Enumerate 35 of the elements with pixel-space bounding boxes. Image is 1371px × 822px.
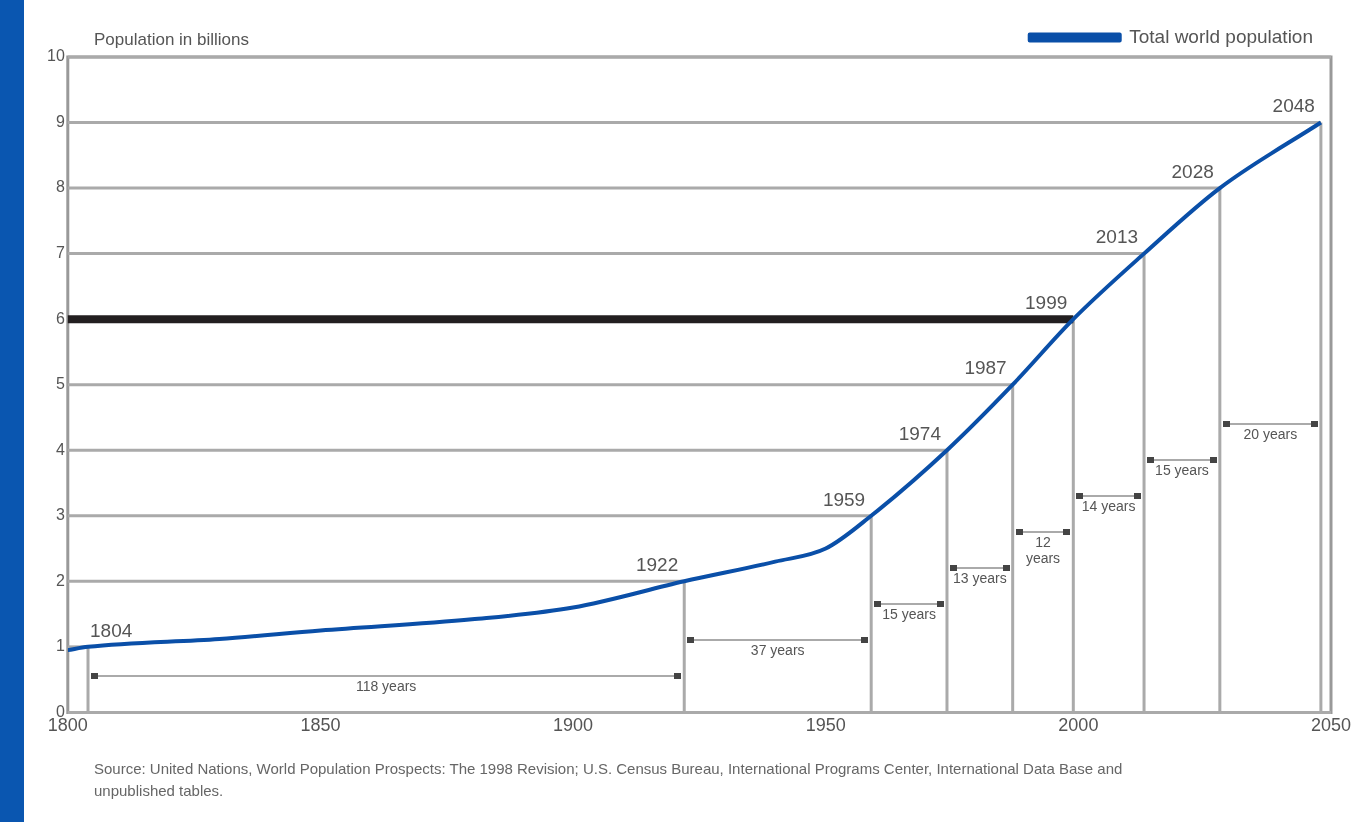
y-tick-label: 10 [47,47,65,65]
y-tick-label: 5 [55,375,65,393]
annotation: 15 years [1155,461,1209,478]
y-tick-label: 1 [55,637,65,655]
annotation: 13 years [952,570,1007,587]
y-axis-title: Population in billions [94,30,249,50]
y-tick-label: 8 [55,178,65,196]
y-tick-label: 3 [55,506,65,524]
annotation: 14 years [1081,497,1136,514]
y-tick-label: 6 [55,309,65,327]
annotation: 2013 [1095,226,1139,248]
x-tick-label: 1950 [805,715,846,736]
source-note: Source: United Nations, World Population Prospects: The 1998 Revision; U.S. Census Bureau, International Programs Center, International Data Base and unpublished tables. [94,759,1124,801]
annotation: 20 years [1243,425,1298,442]
y-tick-label: 2 [55,571,65,589]
x-tick-label: 2000 [1058,715,1099,736]
annotation: 12 years [1025,534,1061,567]
legend-label: Total world population [1129,25,1314,47]
x-tick-label: 1900 [553,715,594,736]
annotation: 15 years [882,606,936,623]
annotation: 1922 [635,554,679,576]
annotation: 37 years [750,642,805,659]
annotation: 1959 [822,488,866,510]
x-tick-label: 1850 [300,715,341,736]
x-tick-label: 2050 [1310,715,1352,736]
annotation: 1987 [964,357,1007,379]
annotation: 1999 [1025,291,1068,313]
annotation: 118 years [355,678,417,695]
y-tick-label: 9 [55,112,65,130]
y-tick-label: 4 [55,440,65,458]
annotation: 2048 [1272,95,1315,117]
annotation: 2028 [1171,160,1214,182]
annotation: 1804 [90,619,133,641]
y-tick-label: 7 [55,244,65,262]
annotation: 1974 [898,422,942,444]
